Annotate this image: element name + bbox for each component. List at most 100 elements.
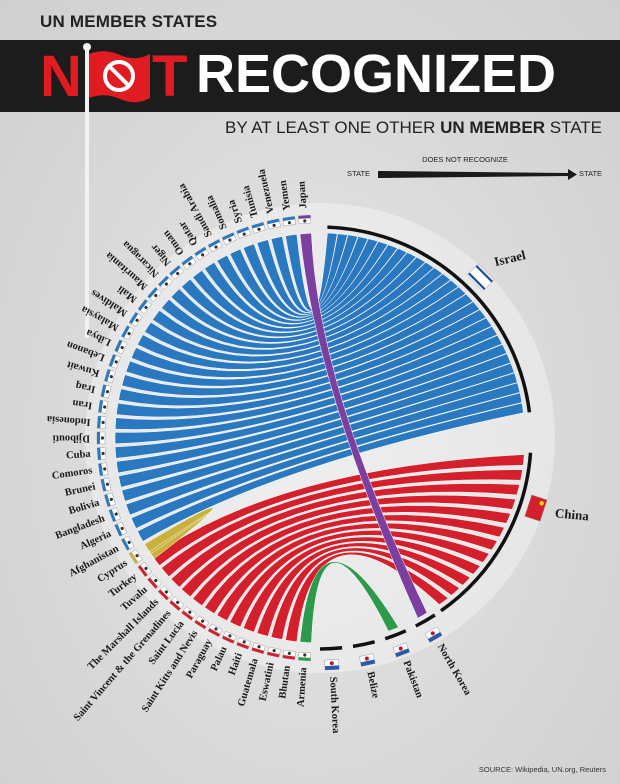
saint-vincent-flag-icon (169, 596, 185, 611)
somalia-flag-icon (221, 232, 237, 246)
no-sign-slash (107, 64, 131, 88)
chord-qatar (204, 244, 398, 328)
nicaragua-flag-icon (157, 275, 173, 291)
chord-libya (130, 286, 467, 378)
belize-flag-icon (359, 653, 376, 667)
bhutan-flag-icon (282, 649, 296, 660)
label-venezuela: Venezuela (256, 167, 276, 214)
label-china: China (554, 505, 590, 523)
china-flag-icon (524, 494, 548, 522)
chord-saint-vincent-and-the-grenadines (181, 495, 516, 598)
rim-israel (327, 225, 532, 413)
chord-palau (229, 530, 490, 628)
pakistan-flag-icon (392, 642, 410, 658)
haiti-flag-icon (236, 637, 251, 650)
chord-bangladesh (125, 382, 521, 516)
label-haiti: Haiti (227, 652, 245, 677)
flagpole-pole (85, 48, 89, 338)
chord-saudi-arabia (216, 241, 389, 324)
paraguay-flag-icon (207, 623, 223, 637)
label-bhutan: Bhutan (277, 665, 293, 700)
chord-mali (152, 267, 443, 356)
iran-flag-icon (98, 400, 109, 414)
tuvalu-flag-icon (147, 574, 162, 589)
legend-caption: DOES NOT RECOGNIZE (422, 155, 508, 164)
chord-cyprus (144, 507, 214, 560)
label-pakistan: Pakistan (401, 659, 425, 700)
subtitle: BY AT LEAST ONE OTHER UN MEMBER STATE (225, 118, 602, 137)
chord-maldives (144, 273, 451, 363)
label-japan: Japan (296, 181, 309, 209)
chord-armenia (299, 561, 399, 644)
chord-turkey (152, 454, 525, 566)
syria-flag-icon (236, 226, 251, 239)
chord-haiti (242, 536, 481, 633)
rim-pakistan (384, 629, 407, 641)
cyprus-flag-icon (128, 549, 143, 564)
marshall-islands-flag-icon (157, 585, 173, 601)
label-eswatini: Eswatini (258, 662, 277, 703)
bolivia-flag-icon (104, 492, 116, 507)
chord-mauritania (161, 261, 435, 349)
label-brunei: Brunei (64, 481, 97, 498)
chord-eswatini (270, 547, 460, 640)
qatar-flag-icon (194, 246, 210, 261)
mauritania-flag-icon (147, 287, 162, 302)
chord-oman (192, 248, 408, 333)
chord-brunei (118, 362, 515, 488)
chord-niger (181, 252, 417, 338)
label-indonesia: Indonesia (46, 413, 91, 427)
iraq-flag-icon (100, 384, 112, 399)
indonesia-flag-icon (96, 415, 107, 429)
chord-djibouti (114, 334, 503, 444)
title-recognized: RECOGNIZED (196, 44, 557, 104)
chord-the-marshall-islands (170, 483, 520, 588)
kuwait-flag-icon (104, 369, 116, 384)
chord-venezuela (270, 233, 348, 313)
chord-paraguay (216, 522, 498, 622)
eswatini-flag-icon (266, 646, 281, 658)
yemen-flag-icon (282, 216, 296, 227)
chord-saint-kitts-and-nevis (204, 514, 505, 614)
chord-iran (116, 317, 493, 418)
rim-belize (352, 640, 376, 649)
legend-arrow-bar (378, 171, 568, 178)
chord-bolivia (121, 372, 518, 502)
saint-lucia-flag-icon (181, 606, 197, 621)
south-korea-flag-icon (324, 659, 340, 671)
chord-nicaragua (170, 256, 426, 343)
label-comoros: Comoros (51, 465, 93, 482)
chord-lebanon (125, 293, 474, 387)
lebanon-flag-icon (108, 354, 121, 369)
chord-tuvalu (161, 469, 523, 577)
label-syria: Syria (226, 197, 245, 224)
cuba-flag-icon (96, 447, 107, 461)
armenia-flag-icon (298, 651, 312, 662)
chord-indonesia (114, 326, 498, 430)
chord-comoros (116, 353, 512, 474)
rim-south-korea (319, 646, 343, 651)
chord-malaysia (137, 279, 459, 370)
source-note: SOURCE: Wikipedia, UN.org, Reuters (478, 765, 606, 774)
label-iran: Iran (72, 397, 93, 411)
tunisia-flag-icon (251, 222, 266, 234)
label-iraq: Iraq (75, 380, 97, 395)
venezuela-flag-icon (266, 218, 281, 230)
label-kuwait: Kuwait (65, 358, 100, 378)
label-palau: Palau (209, 645, 230, 673)
afghanistan-flag-icon (121, 535, 135, 551)
label-armenia: Armenia (296, 666, 310, 707)
chord-cuba (114, 344, 508, 459)
mali-flag-icon (137, 299, 152, 315)
label-tunisia: Tunisia (241, 183, 261, 218)
djibouti-flag-icon (96, 431, 106, 445)
japan-flag-icon (298, 214, 312, 225)
libya-flag-icon (114, 339, 128, 355)
chord-japan (299, 232, 428, 619)
algeria-flag-icon (114, 521, 128, 537)
no-sign-icon (103, 60, 135, 92)
brunei-flag-icon (100, 477, 112, 492)
palau-flag-icon (221, 630, 237, 644)
label-israel: Israel (493, 247, 528, 269)
